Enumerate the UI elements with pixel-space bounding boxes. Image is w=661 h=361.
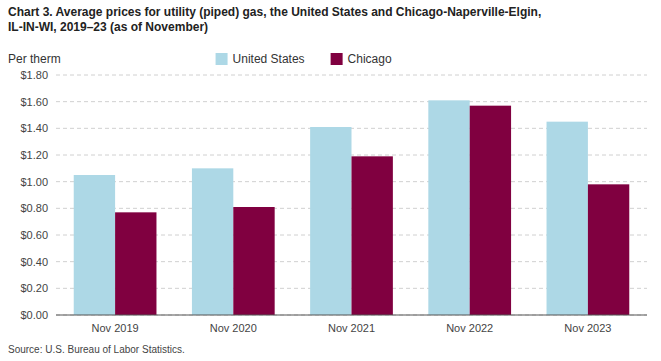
source: Source: U.S. Bureau of Labor Statistics.: [8, 344, 185, 355]
title-line: IL-IN-WI, 2019–23 (as of November): [8, 20, 208, 34]
grid-line: [56, 75, 647, 76]
x-tick-label: Nov 2023: [564, 322, 611, 334]
title: Chart 3. Average prices for utility (pip…: [8, 5, 541, 34]
bar: [588, 184, 629, 315]
x-tick-label: Nov 2019: [92, 322, 139, 334]
bar: [233, 207, 274, 315]
grid-line: [56, 315, 647, 316]
title-line: Chart 3. Average prices for utility (pip…: [8, 5, 541, 19]
y-tick-label: $1.40: [20, 122, 48, 134]
x-tick-label: Nov 2022: [446, 322, 493, 334]
grid-line: [56, 101, 647, 102]
y-tick-label: $0.40: [20, 256, 48, 268]
chart: Chart 3. Average prices for utility (pip…: [0, 0, 661, 361]
y-tick-label: $1.00: [20, 176, 48, 188]
legend: United States Chicago: [216, 52, 392, 66]
y-tick-label: $1.60: [20, 96, 48, 108]
legend-swatch: [331, 53, 343, 65]
x-axis-line: [56, 315, 647, 316]
bar: [74, 175, 115, 315]
y-tick-label: $0.80: [20, 202, 48, 214]
bars: [74, 100, 630, 315]
legend-label: Chicago: [348, 52, 392, 66]
bar: [115, 212, 156, 315]
x-tick-label: Nov 2021: [328, 322, 375, 334]
bar: [352, 156, 393, 315]
y-tick-label: $0.20: [20, 282, 48, 294]
x-tick-label: Nov 2020: [210, 322, 257, 334]
bar: [547, 122, 588, 315]
bar: [192, 168, 233, 315]
y-tick-label: $0.00: [20, 309, 48, 321]
legend-swatch: [216, 53, 228, 65]
y-tick-label: $1.20: [20, 149, 48, 161]
y-tick-label: $0.60: [20, 229, 48, 241]
bar: [310, 127, 351, 315]
y-tick-label: $1.80: [20, 69, 48, 81]
bar: [428, 100, 469, 315]
y-axis-label: Per therm: [8, 52, 61, 66]
bar: [470, 106, 511, 315]
legend-label: United States: [233, 52, 305, 66]
